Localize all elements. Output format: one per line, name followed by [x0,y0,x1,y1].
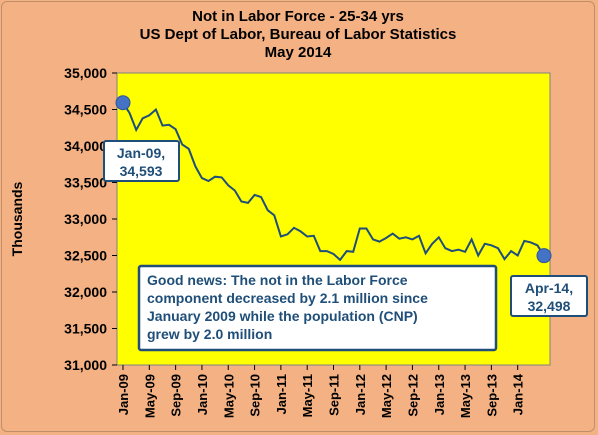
x-tick-label: Jan-10 [195,374,210,415]
y-tick-label: 32,000 [64,284,107,300]
note-callout: Good news: The not in the Labor Force co… [137,264,498,352]
y-tick-label: 31,500 [64,321,107,337]
x-tick-label: Jan-11 [274,374,289,414]
y-tick-label: 33,500 [64,175,107,191]
note-line-3: January 2009 while the population (CNP) [147,308,418,324]
start-callout-line-2: 34,593 [120,163,163,179]
y-tick-label: 31,000 [64,357,107,373]
x-tick-label: Jan-14 [511,373,526,415]
start-point-marker [115,95,131,111]
end-callout: Apr-14, 32,498 [510,275,588,317]
x-tick-label: May-13 [458,374,473,418]
x-tick-label: Jan-12 [353,374,368,415]
end-point-marker [536,248,552,264]
note-line-1: Good news: The not in the Labor Force [147,272,408,288]
chart-title-line-3: May 2014 [265,44,332,61]
x-tick-label: May-10 [221,374,236,418]
start-callout: Jan-09, 34,593 [103,140,180,182]
y-tick-label: 34,000 [64,138,107,154]
chart-title-line-2: US Dept of Labor, Bureau of Labor Statis… [140,26,457,43]
end-callout-line-1: Apr-14, [525,280,573,296]
y-tick-label: 33,000 [64,211,107,227]
y-axis-label: Thousands [9,181,25,256]
x-tick-label: May-12 [379,374,394,418]
x-tick-label: Sep-11 [327,374,342,416]
x-tick-label: May-09 [142,374,157,418]
x-tick-label: Sep-13 [484,374,499,417]
x-tick-label: May-11 [300,374,315,417]
x-tick-label: Jan-13 [432,374,447,415]
note-line-4: grew by 2.0 million [147,326,272,342]
x-tick-label: Sep-10 [248,374,263,417]
start-callout-box [103,140,180,182]
x-tick-label: Sep-12 [405,374,420,417]
y-tick-label: 34,500 [64,102,107,118]
note-box [137,264,498,352]
y-axis: 31,000 31,500 32,000 32,500 33,000 33,500 34,0… [64,65,117,373]
chart-title: Not in Labor Force - 25-34 yrs US Dept o… [140,8,457,61]
x-axis: Jan-09 May-09 Sep-09 Jan-10 May-10 Sep-10 Jan-… [116,365,526,418]
y-tick-label: 35,000 [64,65,107,81]
series-line [122,102,545,262]
end-callout-line-2: 32,498 [528,298,571,314]
x-tick-label: Sep-09 [169,374,184,417]
end-callout-box [510,275,588,317]
start-callout-line-1: Jan-09, [117,145,165,161]
x-tick-label: Jan-09 [116,374,131,415]
y-tick-label: 32,500 [64,248,107,264]
note-line-2: component decreased by 2.1 million since [147,290,428,306]
chart-title-line-1: Not in Labor Force - 25-34 yrs [192,8,404,25]
